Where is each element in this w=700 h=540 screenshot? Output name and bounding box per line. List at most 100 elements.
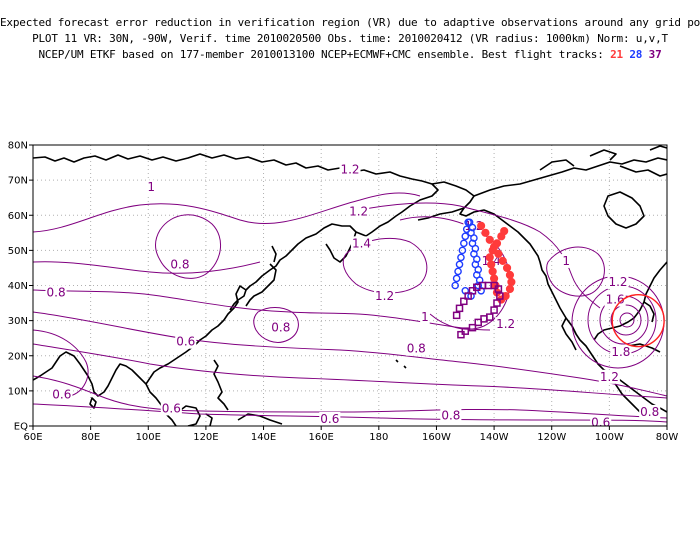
title-line-3-prefix: NCEP/UM ETKF based on 177-member 2010013… — [38, 48, 611, 61]
y-tick-label: EQ — [14, 422, 28, 433]
contour-label-bg — [607, 274, 629, 289]
coast-sri-lanka — [89, 397, 97, 409]
contour-label: 0.8 — [441, 408, 460, 422]
contour-label: 1.6 — [606, 293, 625, 307]
flight-28-point — [464, 218, 472, 227]
coast-borneo — [177, 405, 283, 426]
contour-label: 1.2 — [608, 275, 627, 289]
contour-line — [33, 289, 491, 331]
contour-line — [359, 202, 601, 309]
flight-37-point — [474, 318, 482, 327]
contour-label: 1.8 — [611, 345, 630, 359]
flight-21-point — [485, 235, 494, 244]
flight-21-point — [485, 253, 494, 262]
contour-label-bg — [51, 387, 73, 402]
x-tick-label: 120W — [537, 432, 566, 443]
contour-label-bg — [440, 408, 462, 423]
flight-37-point — [494, 285, 503, 293]
contour-label: 1 — [421, 310, 429, 324]
flight-label-37: 37 — [648, 48, 662, 61]
contour-line — [610, 304, 642, 336]
x-tick-label: 140W — [480, 432, 509, 443]
flight-21-point — [477, 221, 486, 230]
flight-28-point — [451, 281, 459, 290]
coast-us-east — [593, 261, 667, 341]
flight-28-point — [461, 232, 470, 241]
contour-label: 1.2 — [375, 289, 394, 303]
contour-label: 0.8 — [407, 342, 426, 356]
contours — [33, 192, 667, 423]
flight-21-point — [488, 267, 497, 276]
contour-line — [33, 192, 421, 233]
coast-aleutians — [417, 207, 465, 221]
flight-28-point — [457, 253, 465, 262]
x-tick-label: 140E — [251, 432, 276, 443]
x-tick-label: 100E — [136, 432, 161, 443]
contour-label-bg — [160, 401, 182, 416]
flight-21-point — [505, 270, 515, 280]
flight-37-point — [490, 306, 498, 314]
y-tick-label: 80N — [8, 141, 28, 152]
contour-label-bg — [175, 334, 197, 349]
gridlines — [33, 145, 667, 426]
contour-label-bg — [339, 162, 361, 177]
x-tick-label: 80W — [656, 432, 679, 443]
contour-label: 1.4 — [352, 236, 371, 250]
contour-label-bg — [319, 411, 341, 426]
contour-label-bg — [495, 317, 517, 332]
contour-label: 1.2 — [349, 205, 368, 219]
contour-label: 0.6 — [176, 335, 195, 349]
contour-label-bg — [610, 345, 632, 360]
title-line-3: NCEP/UM ETKF based on 177-member 2010013… — [0, 48, 700, 61]
flight-37-point — [496, 292, 504, 300]
flight-37-point — [455, 304, 464, 313]
flight-28-point — [458, 246, 467, 255]
contour-label-bg — [374, 289, 396, 304]
flight-tracks — [451, 218, 516, 339]
flight-21-point — [492, 239, 502, 248]
flight-21-point — [500, 226, 509, 236]
x-tick-label: 80E — [81, 432, 100, 443]
y-tick-label: 10N — [8, 386, 28, 397]
contour-label: 0.8 — [640, 405, 659, 419]
contour-label-bg — [169, 257, 191, 272]
contour-label: 1.2 — [600, 370, 619, 384]
contour-line — [253, 307, 299, 343]
flight-21-point — [502, 263, 512, 273]
flight-21-point — [507, 277, 516, 287]
contour-label: 0.8 — [271, 321, 290, 335]
flight-28-point — [460, 239, 468, 248]
flight-37-point — [452, 311, 461, 320]
coast-china — [149, 285, 247, 379]
contour-label: 0.8 — [170, 257, 189, 271]
contour-label: 0.8 — [47, 286, 66, 300]
coast-canada-arctic — [473, 157, 667, 197]
contour-label-bg — [598, 369, 620, 384]
flight-37-point — [457, 330, 465, 339]
coast-greenland — [649, 145, 667, 151]
x-tick-label: 160W — [422, 432, 451, 443]
title-line-1: Expected forecast error reduction in ver… — [0, 16, 700, 29]
contour-line — [33, 403, 667, 423]
flight-21-point — [487, 260, 496, 269]
flight-21-point — [498, 256, 507, 266]
x-tick-label: 100W — [595, 432, 624, 443]
contour-label-bg — [270, 320, 292, 335]
contour-line — [619, 312, 635, 328]
flight-21-point — [481, 228, 490, 237]
flight-28-point — [462, 225, 471, 234]
contour-label: 1.2 — [340, 163, 359, 177]
flight-label-21: 21 — [610, 48, 623, 61]
y-axis-ticks: EQ 10N 20N 30N 40N 50N 60N 70N 80N — [8, 141, 33, 433]
contour-label-bg — [639, 404, 661, 419]
coast-canada-islands — [539, 149, 667, 177]
verification-region-circle — [611, 293, 665, 348]
y-tick-label: 30N — [8, 316, 28, 327]
coast-southeast-asia — [33, 351, 177, 426]
contour-label: 0.6 — [162, 401, 181, 415]
y-tick-label: 60N — [8, 211, 28, 222]
coast-hudson-bay — [603, 191, 645, 229]
coast-eurasia-north — [33, 153, 433, 185]
flight-28-point — [454, 267, 462, 276]
